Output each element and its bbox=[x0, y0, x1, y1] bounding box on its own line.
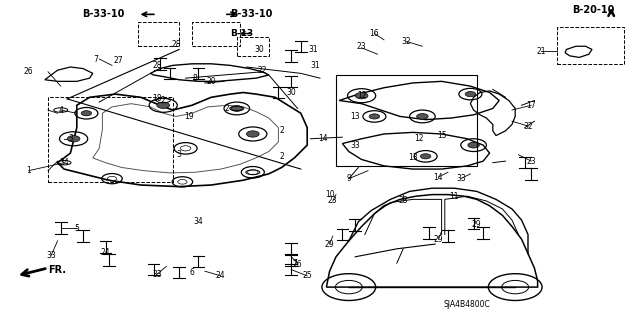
Text: B-13: B-13 bbox=[230, 29, 253, 38]
Text: 22: 22 bbox=[258, 66, 267, 75]
Text: 9: 9 bbox=[346, 174, 351, 183]
Text: B-33-10: B-33-10 bbox=[83, 9, 125, 19]
Text: 17: 17 bbox=[526, 101, 536, 110]
Text: 24: 24 bbox=[100, 248, 111, 256]
Text: 13: 13 bbox=[350, 112, 360, 121]
Text: 5: 5 bbox=[74, 224, 79, 233]
Text: 33: 33 bbox=[350, 141, 360, 150]
Text: 3: 3 bbox=[68, 134, 73, 143]
Circle shape bbox=[369, 114, 380, 119]
Text: 1: 1 bbox=[26, 166, 31, 175]
Text: 21: 21 bbox=[536, 47, 545, 56]
Text: 23: 23 bbox=[356, 42, 367, 51]
Text: 29: 29 bbox=[433, 235, 444, 244]
Text: 14: 14 bbox=[433, 173, 444, 182]
Text: 34: 34 bbox=[193, 217, 204, 226]
Text: 16: 16 bbox=[369, 29, 380, 38]
Text: 12: 12 bbox=[415, 134, 424, 143]
Text: 4: 4 bbox=[58, 106, 63, 115]
Text: 28: 28 bbox=[172, 40, 180, 49]
Text: 34: 34 bbox=[59, 158, 69, 167]
Text: 2: 2 bbox=[161, 96, 166, 105]
Text: 29: 29 bbox=[324, 240, 335, 249]
Text: 2: 2 bbox=[225, 104, 230, 113]
Circle shape bbox=[157, 102, 170, 108]
Text: 26: 26 bbox=[292, 260, 303, 269]
Text: 6: 6 bbox=[189, 268, 195, 277]
Text: 2: 2 bbox=[279, 152, 284, 161]
Bar bbox=[138, 22, 179, 46]
Text: 3: 3 bbox=[177, 150, 182, 159]
Text: 26: 26 bbox=[24, 67, 34, 76]
Text: 7: 7 bbox=[93, 55, 99, 63]
Text: B-33-10: B-33-10 bbox=[230, 9, 273, 19]
Text: 13: 13 bbox=[408, 153, 418, 162]
Circle shape bbox=[468, 142, 479, 148]
Text: 32: 32 bbox=[523, 122, 533, 130]
Text: 8: 8 bbox=[193, 74, 198, 83]
Text: 7: 7 bbox=[292, 259, 297, 268]
Text: 31: 31 bbox=[310, 61, 321, 70]
Text: 28: 28 bbox=[152, 61, 161, 70]
Circle shape bbox=[67, 136, 80, 142]
Text: FR.: FR. bbox=[48, 264, 66, 275]
Circle shape bbox=[231, 106, 243, 111]
Text: 2: 2 bbox=[279, 126, 284, 135]
Text: 11: 11 bbox=[450, 192, 459, 201]
Text: 23: 23 bbox=[526, 157, 536, 166]
Circle shape bbox=[465, 92, 476, 97]
Text: 18: 18 bbox=[152, 94, 161, 103]
Text: 30: 30 bbox=[286, 88, 296, 97]
Bar bbox=[557, 27, 624, 64]
Bar bbox=[336, 75, 477, 166]
Text: 12: 12 bbox=[357, 91, 366, 100]
Text: 10: 10 bbox=[324, 190, 335, 199]
Bar bbox=[192, 22, 240, 46]
Text: 33: 33 bbox=[456, 174, 466, 183]
Circle shape bbox=[81, 111, 92, 116]
Circle shape bbox=[246, 131, 259, 137]
Text: 25: 25 bbox=[302, 271, 312, 280]
Text: B-20-10: B-20-10 bbox=[572, 5, 614, 15]
Circle shape bbox=[420, 154, 431, 159]
Text: 24: 24 bbox=[216, 271, 226, 280]
Text: SJA4B4800C: SJA4B4800C bbox=[444, 300, 491, 309]
Text: 20: 20 bbox=[206, 77, 216, 86]
Text: 23: 23 bbox=[398, 197, 408, 205]
Text: 30: 30 bbox=[254, 45, 264, 54]
Circle shape bbox=[355, 93, 368, 99]
Circle shape bbox=[417, 114, 428, 119]
Text: 14: 14 bbox=[318, 134, 328, 143]
Text: 27: 27 bbox=[113, 56, 124, 65]
Bar bbox=[48, 97, 173, 182]
Bar bbox=[237, 37, 269, 56]
Text: 31: 31 bbox=[308, 45, 319, 54]
Text: 33: 33 bbox=[152, 270, 162, 279]
Text: 23: 23 bbox=[328, 197, 338, 205]
Text: 19: 19 bbox=[184, 112, 194, 121]
Text: 32: 32 bbox=[401, 37, 412, 46]
Text: 15: 15 bbox=[436, 131, 447, 140]
Text: 29: 29 bbox=[472, 220, 482, 229]
Text: 33: 33 bbox=[46, 251, 56, 260]
